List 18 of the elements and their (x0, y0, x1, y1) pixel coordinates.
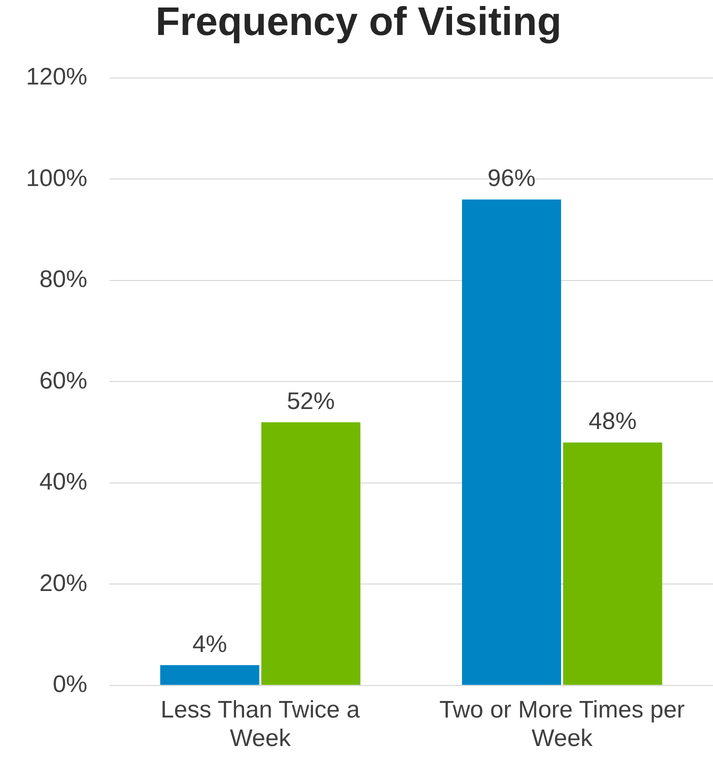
y-tick-label: 0% (52, 671, 88, 698)
x-tick-label: Less Than Twice a Week (160, 696, 361, 752)
y-tick-label: 20% (39, 570, 88, 597)
y-tick-label: 120% (26, 64, 88, 91)
y-tick-label: 100% (26, 164, 88, 192)
y-tick-label: 40% (39, 468, 88, 496)
bar (462, 199, 562, 685)
y-tick-label: 60% (39, 367, 88, 394)
bar (261, 422, 360, 685)
data-label: 52% (286, 388, 335, 415)
chart-title: Frequency of Visiting (156, 0, 562, 44)
bar (160, 665, 260, 685)
x-tick-label: Two or More Times per Week (439, 696, 685, 752)
y-tick-label: 80% (39, 266, 88, 294)
data-label: 4% (192, 630, 228, 658)
bar (563, 442, 662, 685)
data-label: 48% (588, 408, 637, 436)
data-label: 96% (488, 165, 536, 192)
